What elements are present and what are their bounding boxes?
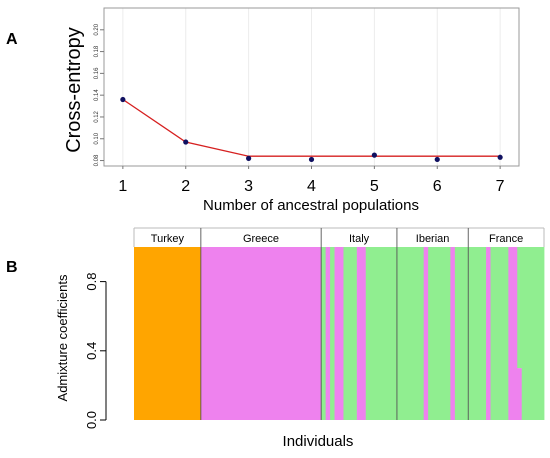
bar-italy-green — [330, 247, 335, 420]
y-tick-label: 0.12 — [94, 110, 100, 122]
panel-label-b: B — [6, 259, 18, 276]
y-tick-label: 0.0 — [84, 411, 99, 429]
bar-france-green — [521, 247, 545, 420]
x-tick-label: 2 — [181, 178, 190, 195]
bar-italy-green — [343, 247, 358, 420]
bar-italy-violet — [325, 247, 331, 420]
y-tick-label: 0.10 — [94, 132, 100, 144]
ylabel-admixture: Admixture coefficients — [55, 274, 70, 401]
bar-iberian-green — [454, 247, 469, 420]
group-label-italy: Italy — [349, 233, 370, 245]
bar-turkey-orange — [134, 247, 202, 420]
y-tick-label: 0.08 — [94, 154, 100, 166]
group-label-iberian: Iberian — [416, 233, 450, 245]
data-point-1 — [120, 96, 126, 103]
bar-france-green — [517, 247, 523, 369]
xlabel-ancestral-populations: Number of ancestral populations — [203, 197, 419, 214]
bar-italy-violet — [356, 247, 367, 420]
x-tick-label: 7 — [496, 178, 505, 195]
y-tick-label: 0.16 — [94, 67, 100, 79]
bar-iberian-violet — [423, 247, 429, 420]
bar-france-violet — [508, 247, 518, 420]
admixture-chart: Turkey Greece Italy Iberian France 0.0 0.4 0.8 — [84, 227, 545, 429]
panel-label-a: A — [6, 31, 18, 48]
bar-italy-green — [365, 247, 398, 420]
data-point-3 — [246, 155, 252, 161]
data-point-6 — [434, 156, 440, 163]
bar-iberian-green — [428, 247, 451, 420]
bar-italy-green — [321, 247, 327, 420]
bar-france-green — [490, 247, 509, 420]
y-tick-label: 0.14 — [94, 89, 100, 101]
xlabel-individuals: Individuals — [283, 433, 354, 450]
bar-iberian-green — [396, 247, 425, 420]
x-tick-label: 5 — [370, 178, 379, 195]
data-point-4 — [308, 156, 315, 163]
y-tick-label: 0.4 — [84, 342, 99, 360]
y-tick-label: 0.20 — [94, 23, 100, 35]
bar-iberian-violet — [450, 247, 456, 420]
x-tick-label: 6 — [433, 178, 442, 195]
x-tick-label: 1 — [118, 178, 127, 195]
group-label-france: France — [489, 233, 523, 245]
bar-france-violet — [517, 368, 523, 420]
y-tick-label: 0.18 — [94, 45, 100, 57]
group-label-turkey: Turkey — [151, 233, 185, 245]
bar-greece-violet — [200, 247, 322, 420]
bar-france-violet — [486, 247, 491, 420]
x-tick-label: 4 — [307, 178, 316, 195]
bar-france-green — [468, 247, 487, 420]
ylabel-cross-entropy: Cross-entropy — [63, 27, 85, 153]
data-point-2 — [183, 139, 189, 145]
cross-entropy-chart: 0.08 0.10 0.12 0.14 0.16 0.18 0.20 1 2 3 4 5 6 7 — [94, 7, 520, 195]
group-label-greece: Greece — [243, 233, 279, 245]
x-tick-label: 3 — [244, 178, 253, 195]
y-tick-label: 0.8 — [84, 273, 99, 291]
data-point-5 — [371, 152, 377, 158]
bar-italy-violet — [334, 247, 344, 420]
data-point-7 — [497, 154, 503, 160]
